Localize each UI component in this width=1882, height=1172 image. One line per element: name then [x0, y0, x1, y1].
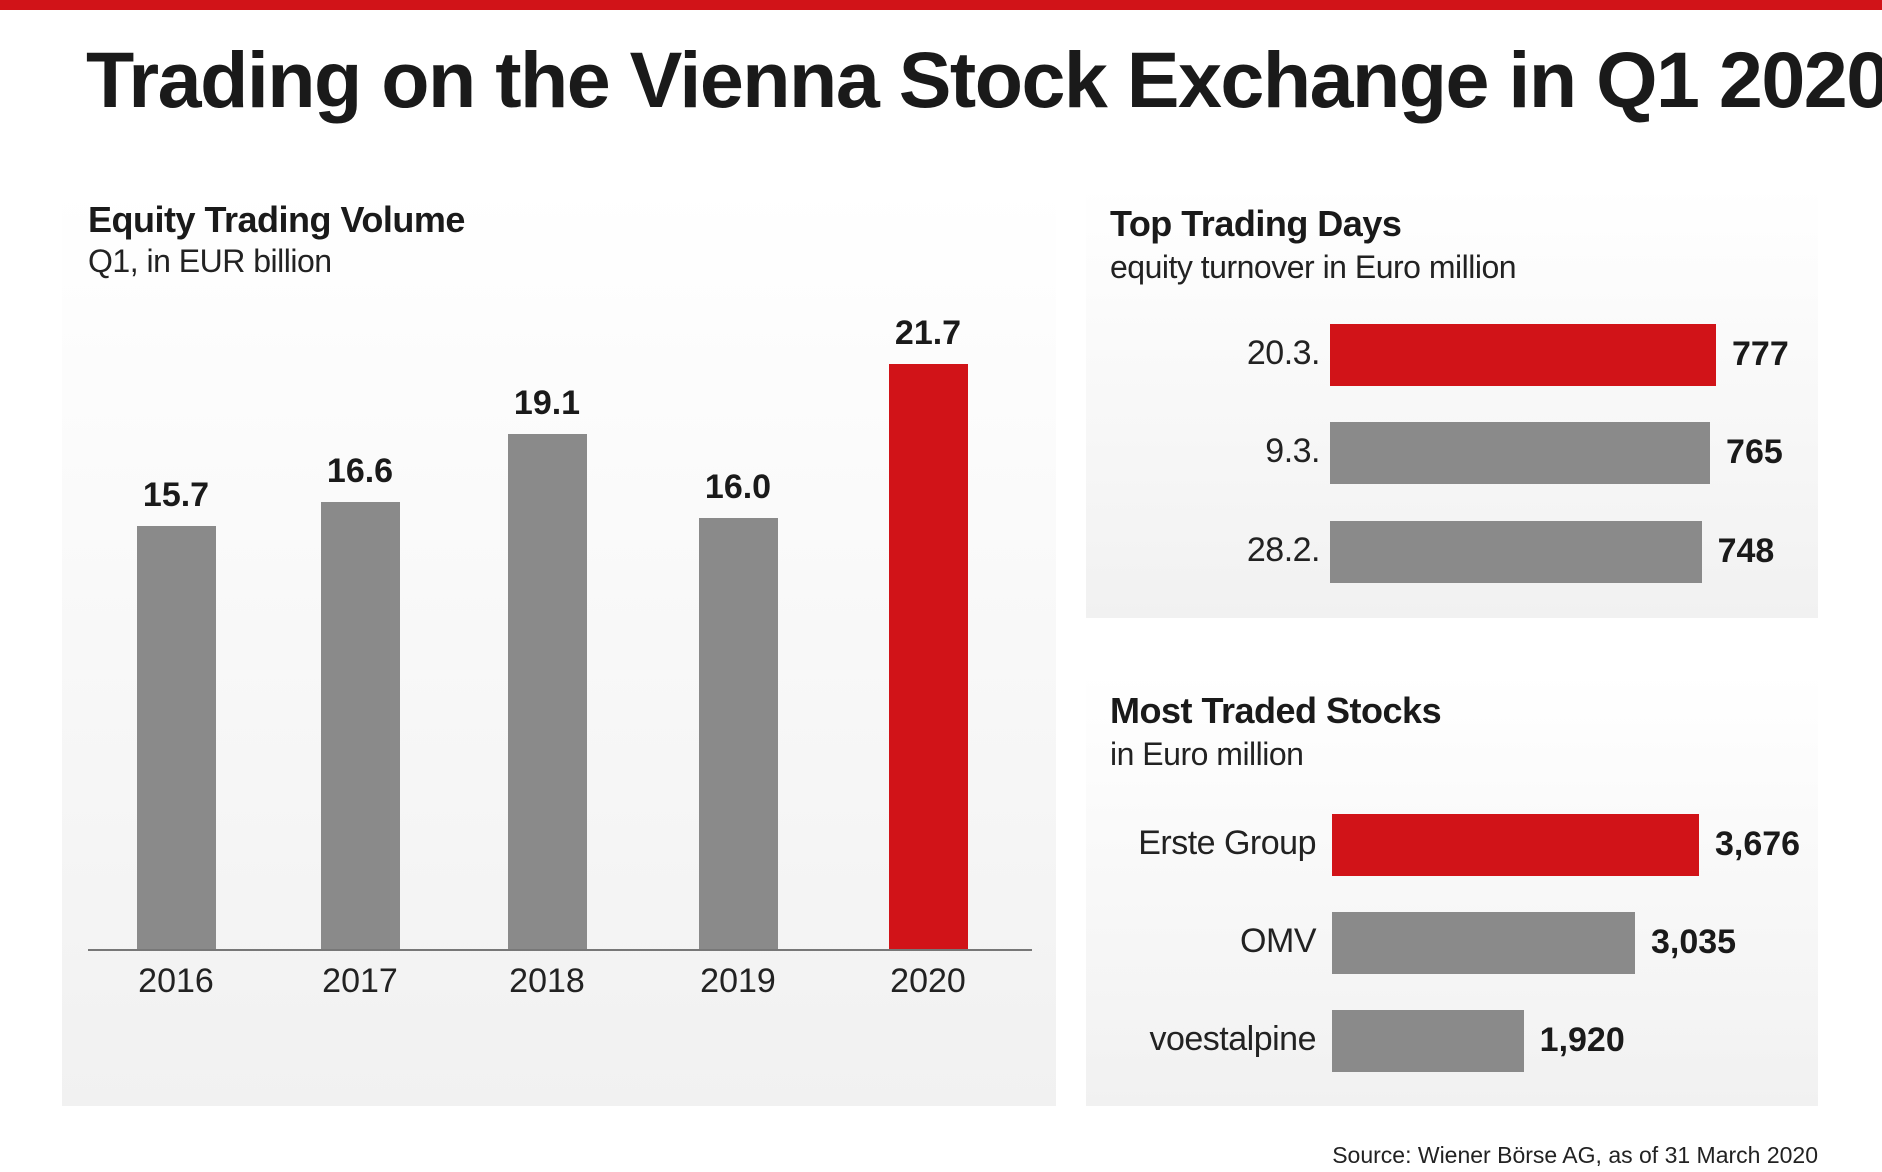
bar-9-3-: [1330, 422, 1711, 484]
value-label: 16.6: [326, 451, 394, 490]
value-label: 16.0: [704, 467, 772, 506]
bar-erste-group: [1332, 814, 1699, 876]
category-label: 28.2.: [1246, 531, 1321, 569]
value-label: 3,035: [1651, 923, 1737, 961]
bar-2016: [136, 526, 216, 950]
most-traded-stocks-title: Most Traded Stocks: [1110, 690, 1442, 731]
bar-2018: [507, 434, 587, 950]
value-label: 19.1: [513, 384, 581, 423]
value-label: 3,676: [1715, 825, 1801, 863]
bar-2020: [888, 364, 968, 950]
x-tick-label: 2018: [509, 962, 585, 1000]
category-label: 9.3.: [1265, 432, 1320, 470]
value-label: 15.7: [142, 476, 210, 515]
bar-voestalpine: [1332, 1010, 1524, 1072]
value-label: 21.7: [894, 314, 962, 352]
value-label: 1,920: [1539, 1021, 1625, 1059]
x-tick-label: 2016: [138, 962, 214, 1000]
bar-20-3-: [1330, 324, 1716, 386]
equity-volume-title: Equity Trading Volume: [88, 199, 465, 240]
equity-volume-subtitle: Q1, in EUR billion: [88, 243, 332, 279]
value-label: 748: [1717, 532, 1775, 570]
category-label: voestalpine: [1149, 1020, 1316, 1058]
x-tick-label: 2020: [890, 962, 966, 1000]
x-tick-label: 2017: [322, 962, 398, 1000]
source-note: Source: Wiener Börse AG, as of 31 March …: [1332, 1142, 1818, 1168]
bar-omv: [1332, 912, 1635, 974]
value-label: 777: [1732, 335, 1789, 373]
bar-2017: [320, 501, 400, 950]
value-label: 765: [1726, 433, 1783, 471]
bar-28-2-: [1330, 521, 1702, 583]
x-axis-line: [88, 949, 1032, 951]
top-accent-bar: [0, 0, 1882, 10]
x-tick-label: 2019: [700, 962, 776, 1000]
top-trading-days-title: Top Trading Days: [1110, 203, 1402, 244]
bar-2019: [698, 517, 778, 950]
most-traded-stocks-subtitle: in Euro million: [1110, 736, 1304, 772]
category-label: Erste Group: [1138, 824, 1316, 862]
category-label: OMV: [1240, 922, 1316, 960]
page-title: Trading on the Vienna Stock Exchange in …: [86, 35, 1882, 124]
top-trading-days-subtitle: equity turnover in Euro million: [1110, 249, 1517, 285]
category-label: 20.3.: [1246, 334, 1321, 372]
